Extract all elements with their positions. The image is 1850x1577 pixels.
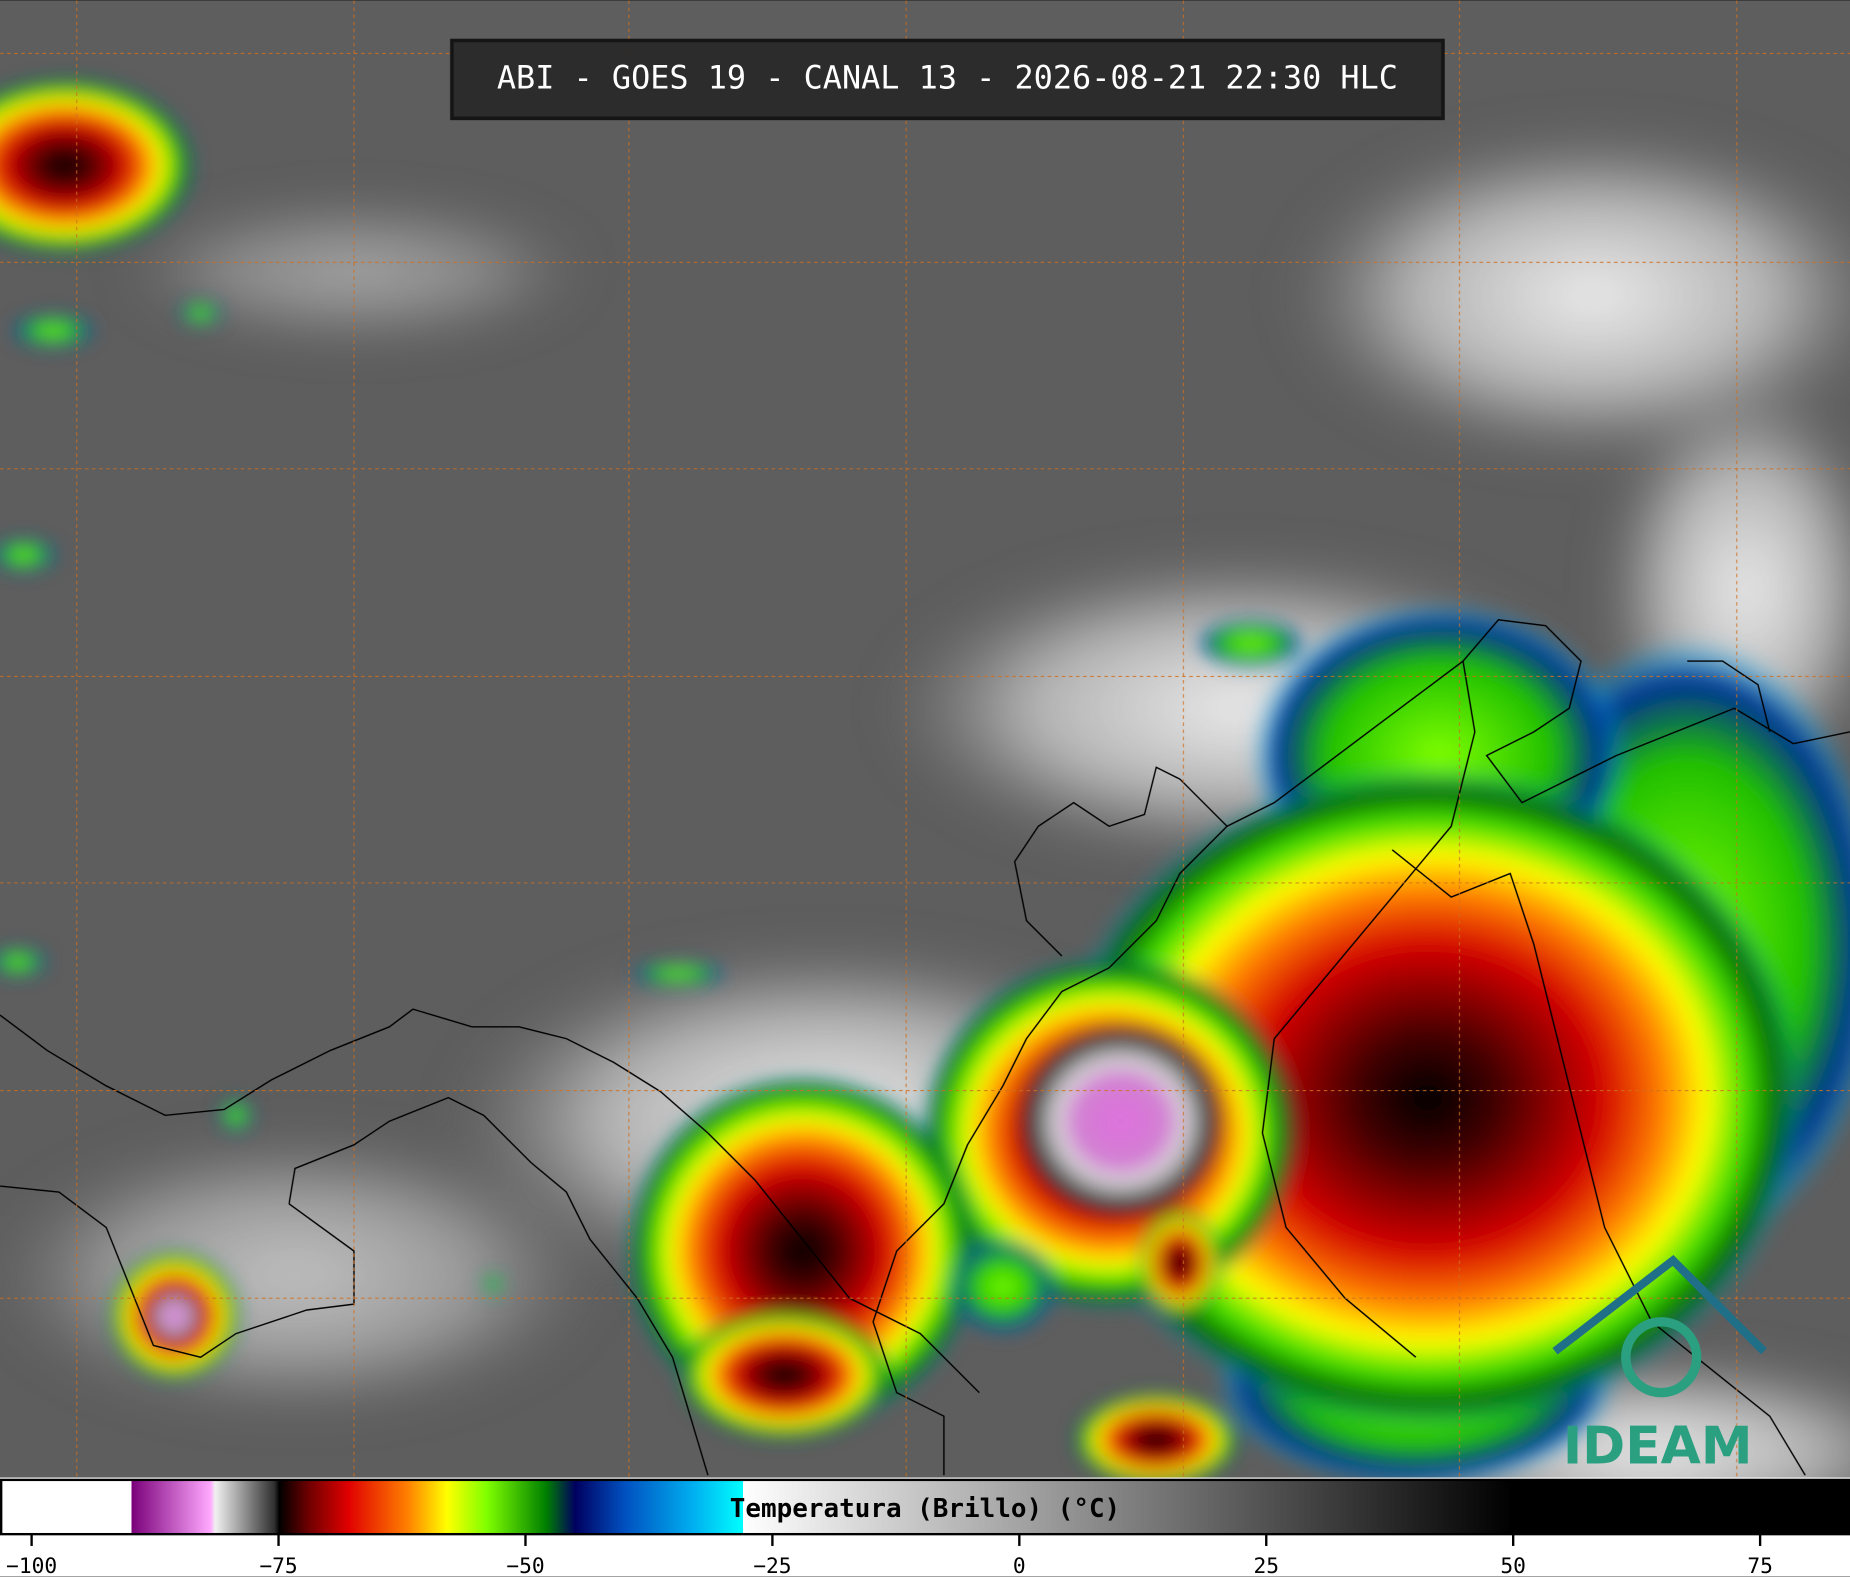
colorbar-tick-label: −75: [259, 1554, 297, 1577]
convection: [0, 77, 1850, 1487]
title: ABI - GOES 19 - CANAL 13 - 2026-08-21 22…: [497, 58, 1398, 96]
colorbar-label: Temperatura (Brillo) (°C): [730, 1494, 1120, 1524]
logo-triangle: [1552, 1254, 1767, 1355]
colorbar-tick-label: 25: [1253, 1554, 1279, 1577]
title-box: ABI - GOES 19 - CANAL 13 - 2026-08-21 22…: [450, 38, 1445, 121]
colorbar-tick-label: −100: [6, 1554, 57, 1577]
colorbar: Temperatura (Brillo) (°C) −100 −75 −50 −25 0…: [0, 1477, 1850, 1577]
colorbar-tick-label: −25: [753, 1554, 791, 1577]
title-background: [450, 38, 1445, 121]
logo-text: IDEAM: [1563, 1416, 1753, 1476]
colorbar-tick-label: 50: [1500, 1554, 1526, 1577]
colorbar-tick-label: −50: [506, 1554, 544, 1577]
logo: IDEAM: [1552, 1254, 1767, 1476]
logo-swirl: [1621, 1317, 1702, 1398]
coastlines: [0, 619, 1850, 1476]
colorbar-gradient: [0, 1478, 1850, 1536]
colorbar-tick-label: 0: [1013, 1554, 1026, 1577]
lat-lon-grid: [0, 0, 1850, 1478]
colorbar-tick-label: 75: [1747, 1554, 1773, 1577]
